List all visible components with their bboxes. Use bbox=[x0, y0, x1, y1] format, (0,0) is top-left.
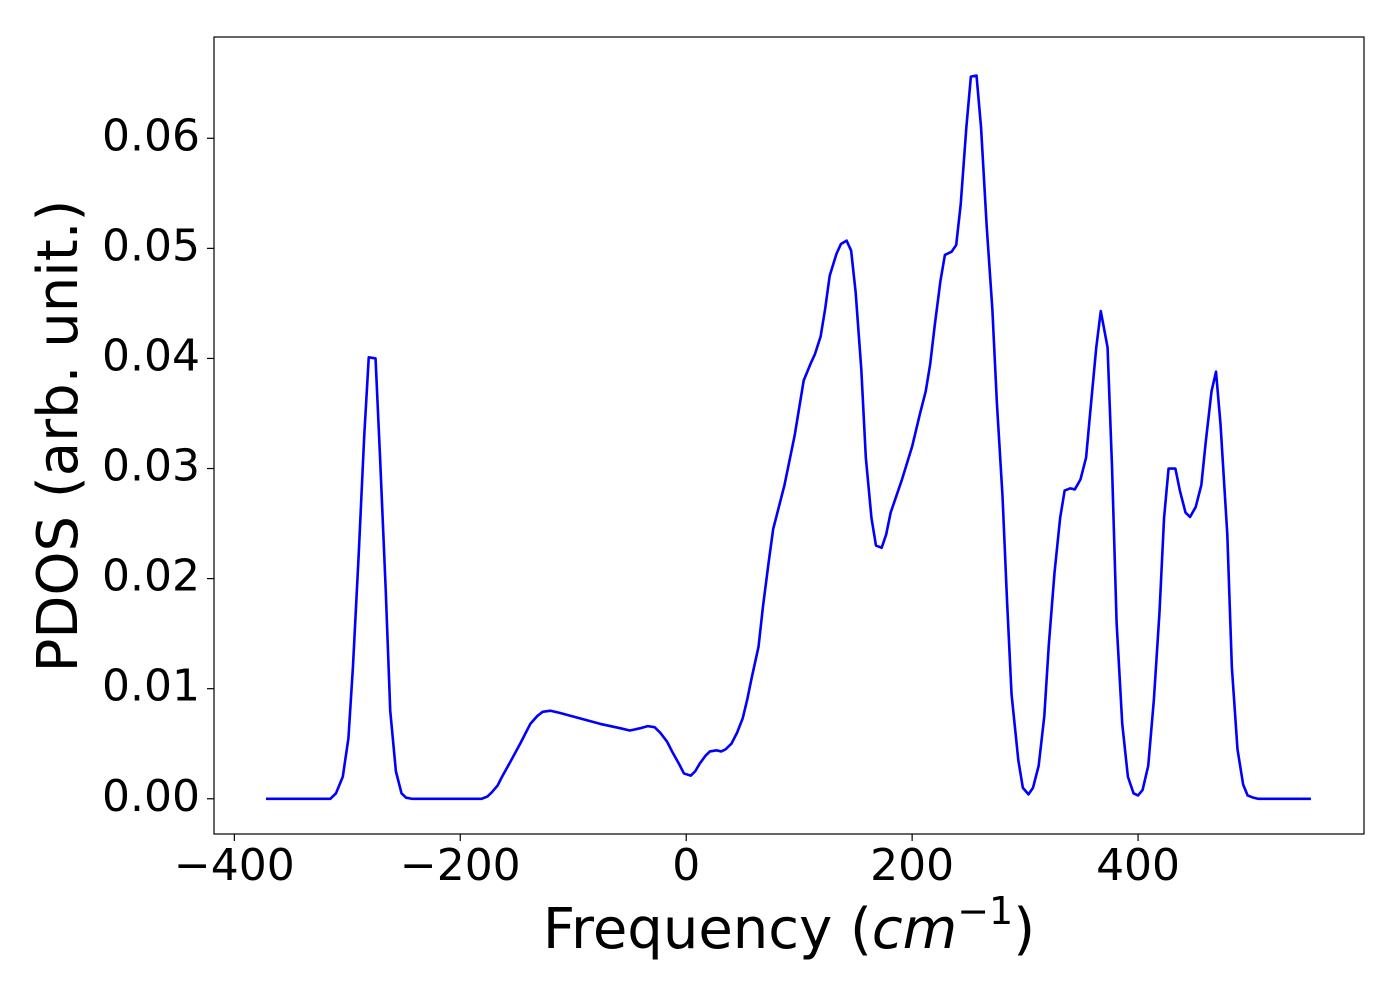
y-tick-label: 0.01 bbox=[102, 661, 200, 712]
x-label-sup: −1 bbox=[957, 889, 1013, 933]
y-axis-label: PDOS (arb. unit.) bbox=[26, 200, 91, 673]
x-axis-label: Frequency (cm−1) bbox=[543, 889, 1035, 963]
x-label-math: cm bbox=[872, 897, 957, 962]
x-tick-label: 200 bbox=[870, 840, 954, 891]
y-tick-label: 0.05 bbox=[102, 220, 200, 271]
x-tick-label: 0 bbox=[672, 840, 700, 891]
x-label-close: ) bbox=[1013, 897, 1035, 962]
x-label-text: Frequency ( bbox=[543, 897, 872, 962]
y-tick-label: 0.06 bbox=[102, 110, 200, 161]
x-tick-label: −400 bbox=[174, 840, 295, 891]
plot-frame bbox=[213, 36, 1365, 835]
data-line bbox=[265, 74, 1311, 801]
y-tick-label: 0.04 bbox=[102, 330, 200, 381]
x-tick-label: −200 bbox=[400, 840, 521, 891]
y-tick-label: 0.03 bbox=[102, 441, 200, 492]
x-tick-label: 400 bbox=[1096, 840, 1180, 891]
y-tick-label: 0.02 bbox=[102, 551, 200, 602]
y-tick-label: 0.00 bbox=[102, 771, 200, 822]
